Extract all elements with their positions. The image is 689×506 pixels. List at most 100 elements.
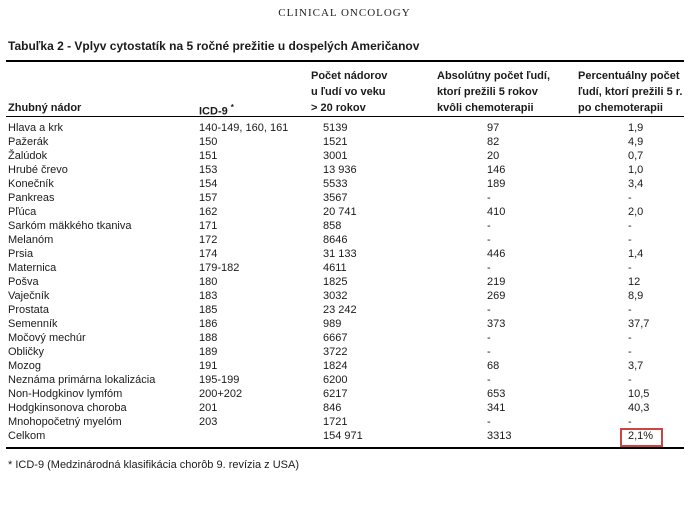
column-header-line: u ľudí vo veku: [311, 86, 386, 98]
cell-percent-survivors: 40,3: [628, 402, 650, 414]
cell-tumor-name: Mozog: [8, 360, 42, 372]
cell-absolute-survivors: 146: [487, 164, 506, 176]
cell-tumor-count: 1825: [323, 276, 348, 288]
cell-tumor-name: Konečník: [8, 178, 54, 190]
cell-icd9-code: 140-149, 160, 161: [199, 122, 289, 134]
cell-tumor-name: Hodgkinsonova choroba: [8, 402, 127, 414]
cell-icd9-code: 151: [199, 150, 218, 162]
cell-tumor-count: 6200: [323, 374, 348, 386]
cell-tumor-name: Maternica: [8, 262, 57, 274]
table-row: Sarkóm mäkkého tkaniva 171 858 - -: [0, 219, 689, 233]
column-header-line: Percentuálny počet: [578, 70, 680, 82]
cell-percent-survivors: 1,9: [628, 122, 644, 134]
cell-absolute-survivors: -: [487, 332, 491, 344]
header-divider: [6, 116, 684, 117]
cell-tumor-count: 31 133: [323, 248, 357, 260]
cell-icd9-code: 150: [199, 136, 218, 148]
cell-percent-survivors: -: [628, 416, 632, 428]
table-row: Semenník 186 989 373 37,7: [0, 317, 689, 331]
cell-icd9-code: 195-199: [199, 374, 240, 386]
cell-tumor-name: Pľúca: [8, 206, 37, 218]
table-row: Žalúdok 151 3001 20 0,7: [0, 149, 689, 163]
cell-absolute-survivors: -: [487, 416, 491, 428]
cell-absolute-survivors: -: [487, 346, 491, 358]
cell-icd9-code: 162: [199, 206, 218, 218]
cell-icd9-code: 180: [199, 276, 218, 288]
cell-absolute-survivors: 446: [487, 248, 506, 260]
column-header-line: kvôli chemoterapii: [437, 102, 534, 114]
title-divider: [6, 60, 684, 62]
cell-tumor-name: Pažerák: [8, 136, 49, 148]
cell-percent-survivors: -: [628, 220, 632, 232]
table-row: Mozog 191 1824 68 3,7: [0, 359, 689, 373]
table-row: Celkom 154 971 3313 2,1%: [0, 429, 689, 443]
cell-icd9-code: 191: [199, 360, 218, 372]
column-header-line: po chemoterapii: [578, 102, 663, 114]
cell-tumor-count: 3001: [323, 150, 348, 162]
cell-icd9-code: 188: [199, 332, 218, 344]
table-row: Hodgkinsonova choroba 201 846 341 40,3: [0, 401, 689, 415]
highlight-box: [620, 428, 663, 447]
cell-tumor-name: Semenník: [8, 318, 58, 330]
cell-tumor-name: Mnohopočetný myelóm: [8, 416, 122, 428]
column-header-line: ľudí, ktorí prežili 5 r.: [578, 86, 683, 98]
cell-percent-survivors: -: [628, 304, 632, 316]
cell-icd9-code: 186: [199, 318, 218, 330]
table-row: Konečník 154 5533 189 3,4: [0, 177, 689, 191]
cell-tumor-name: Pošva: [8, 276, 39, 288]
cell-tumor-count: 4611: [323, 262, 347, 274]
cell-absolute-survivors: -: [487, 220, 491, 232]
table-row: Pľúca 162 20 741 410 2,0: [0, 205, 689, 219]
table-row: Pošva 180 1825 219 12: [0, 275, 689, 289]
table-row: Hlava a krk 140-149, 160, 161 5139 97 1,9: [0, 121, 689, 135]
column-header-line: Počet nádorov: [311, 70, 388, 82]
cell-icd9-code: 183: [199, 290, 218, 302]
cell-percent-survivors: 37,7: [628, 318, 650, 330]
cell-icd9-code: 157: [199, 192, 218, 204]
cell-absolute-survivors: -: [487, 374, 491, 386]
cell-tumor-count: 1824: [323, 360, 348, 372]
table-row: Prostata 185 23 242 - -: [0, 303, 689, 317]
cell-absolute-survivors: 219: [487, 276, 506, 288]
table-row: Melanóm 172 8646 - -: [0, 233, 689, 247]
cell-absolute-survivors: 3313: [487, 430, 512, 442]
cell-absolute-survivors: 20: [487, 150, 500, 162]
table-row: Non-Hodgkinov lymfóm 200+202 6217 653 10,5: [0, 387, 689, 401]
column-header-tumor: Zhubný nádor: [8, 100, 81, 116]
cell-percent-survivors: 1,0: [628, 164, 644, 176]
cell-tumor-count: 154 971: [323, 430, 363, 442]
cell-tumor-name: Non-Hodgkinov lymfóm: [8, 388, 123, 400]
cell-percent-survivors: 12: [628, 276, 641, 288]
cell-tumor-name: Neznáma primárna lokalizácia: [8, 374, 156, 386]
cell-tumor-count: 20 741: [323, 206, 357, 218]
cell-tumor-count: 1521: [323, 136, 348, 148]
cell-tumor-count: 5533: [323, 178, 348, 190]
cell-absolute-survivors: 410: [487, 206, 506, 218]
table-body: Hlava a krk 140-149, 160, 161 5139 97 1,9 Paž…: [0, 121, 689, 447]
cell-tumor-count: 8646: [323, 234, 348, 246]
cell-tumor-name: Celkom: [8, 430, 46, 442]
column-header-line: ICD-9: [199, 105, 228, 118]
cell-icd9-code: 179-182: [199, 262, 240, 274]
cell-absolute-survivors: 341: [487, 402, 506, 414]
cell-percent-survivors: 10,5: [628, 388, 650, 400]
cell-tumor-count: 3567: [323, 192, 348, 204]
icd9-footnote: * ICD-9 (Medzinárodná klasifikácia chorô…: [8, 459, 300, 471]
table-row: Hrubé črevo 153 13 936 146 1,0: [0, 163, 689, 177]
cell-tumor-name: Hlava a krk: [8, 122, 64, 134]
cell-percent-survivors: 2,0: [628, 206, 644, 218]
cell-icd9-code: 189: [199, 346, 218, 358]
cell-percent-survivors: -: [628, 234, 632, 246]
cell-tumor-count: 858: [323, 220, 342, 232]
cell-tumor-count: 1721: [323, 416, 348, 428]
cell-tumor-count: 3722: [323, 346, 348, 358]
cell-tumor-name: Močový mechúr: [8, 332, 86, 344]
cell-icd9-code: 201: [199, 402, 218, 414]
cell-tumor-name: Prsia: [8, 248, 34, 260]
cell-tumor-name: Žalúdok: [8, 150, 48, 162]
cell-icd9-code: 172: [199, 234, 218, 246]
cell-absolute-survivors: 97: [487, 122, 500, 134]
table-row: Pankreas 157 3567 - -: [0, 191, 689, 205]
table-row: Močový mechúr 188 6667 - -: [0, 331, 689, 345]
cell-tumor-name: Pankreas: [8, 192, 55, 204]
